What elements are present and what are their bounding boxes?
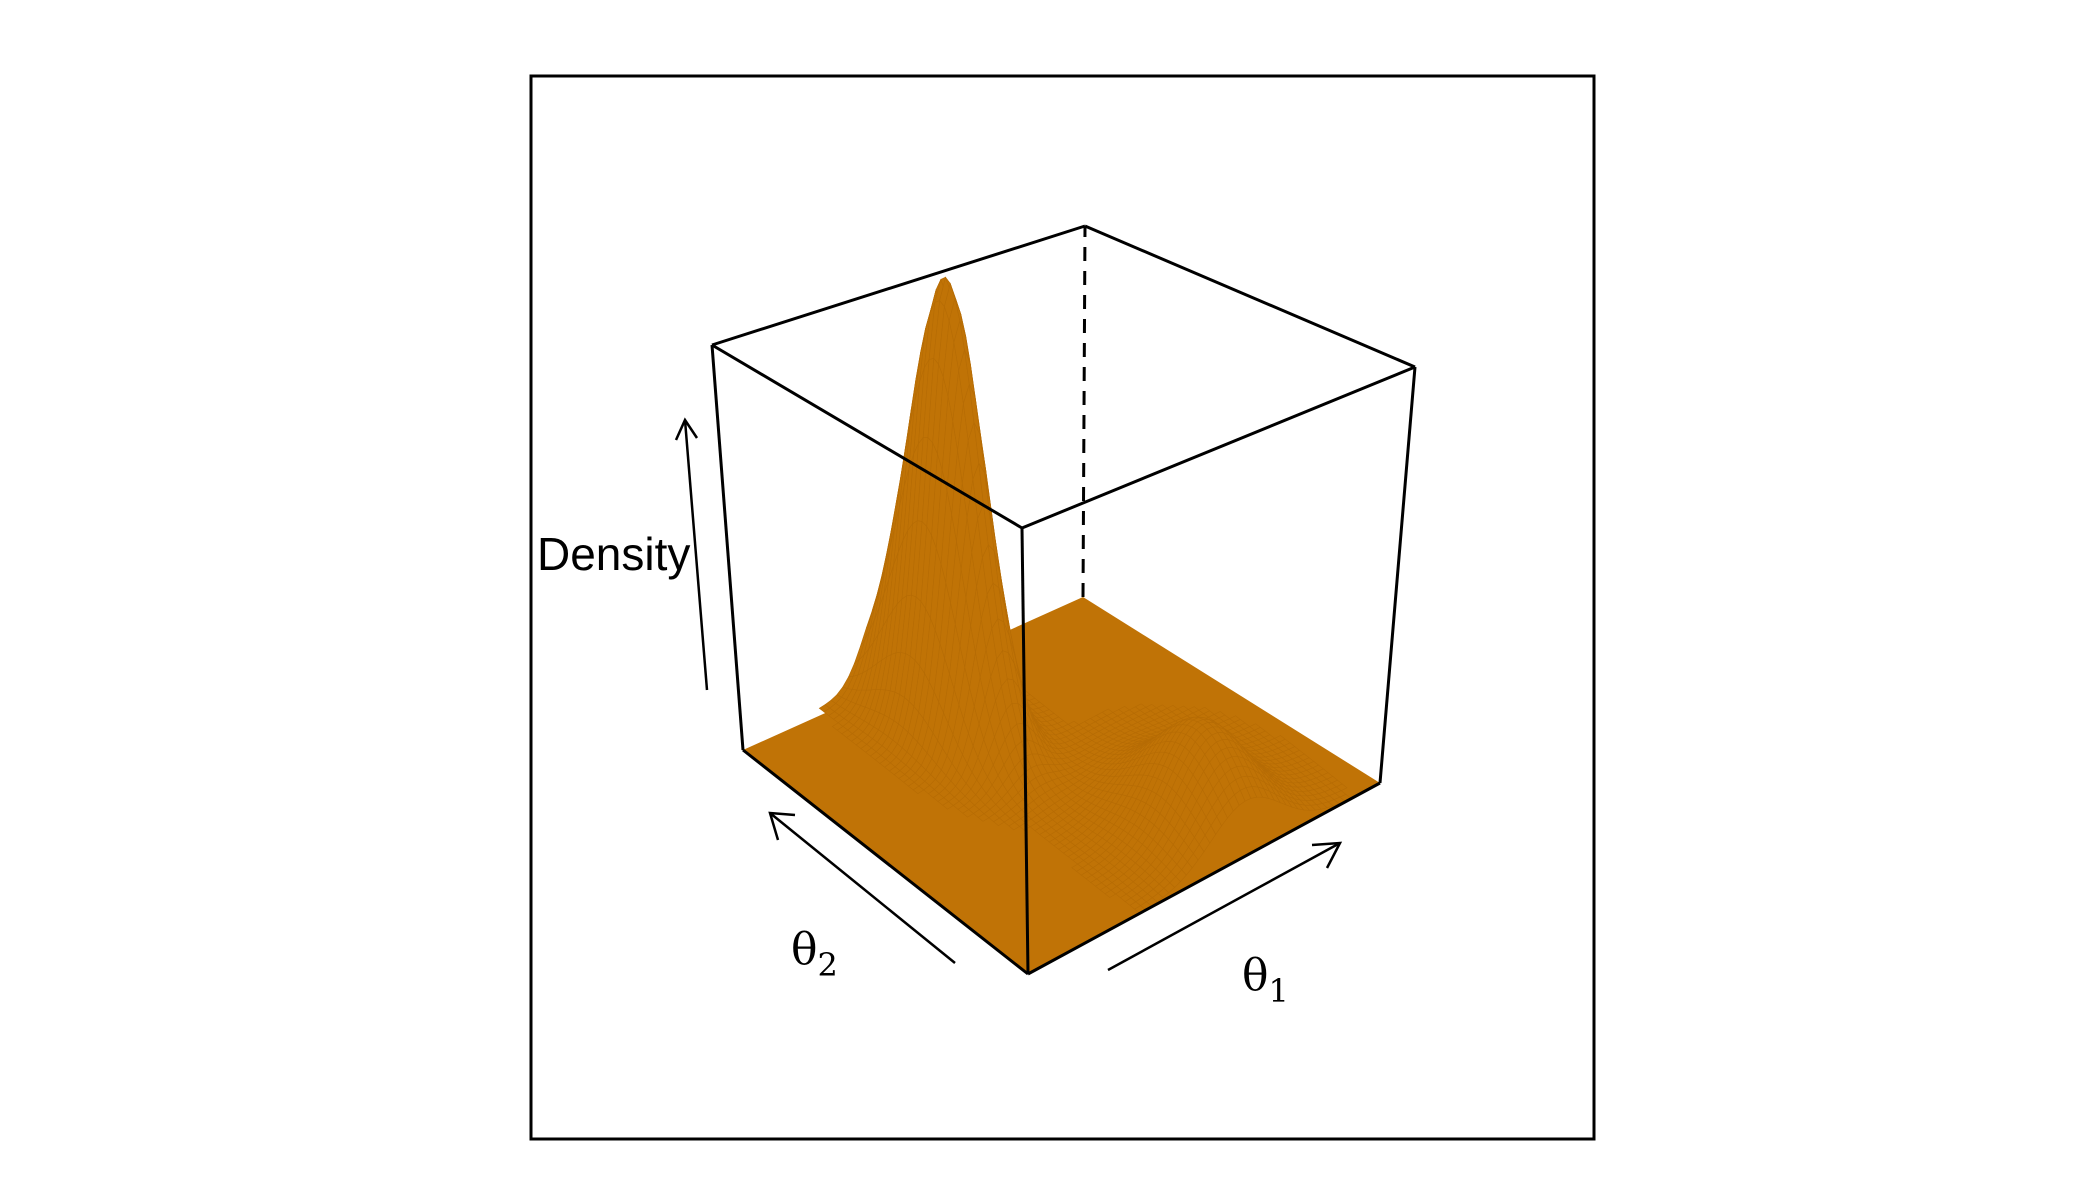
theta2-subscript: 2 [818, 946, 838, 984]
theta2-axis-label: θ2 [791, 924, 838, 984]
theta1-subscript: 1 [1269, 972, 1289, 1010]
box-back-edges [1081, 225, 1087, 598]
theta2-arrowhead-icon [768, 811, 796, 841]
theta1-axis-arrow [1107, 841, 1341, 972]
surface-facet [1335, 783, 1348, 791]
theta1-symbol: θ [1242, 950, 1269, 1001]
density-arrowhead-icon [674, 417, 699, 441]
box-front-edges [710, 224, 1417, 976]
density-surface [743, 276, 1380, 974]
density-axis-arrow [683, 419, 709, 691]
box-edge-front-vertical [1020, 527, 1030, 975]
theta1-arrowhead-icon [1311, 841, 1343, 869]
box-edge-top-front-right [1021, 365, 1416, 530]
theta2-symbol: θ [791, 924, 818, 975]
plot-frame [529, 74, 1596, 1141]
box-edge-top-back-left [711, 224, 1086, 347]
box-edge-top-front-left [711, 343, 1023, 530]
box-edge-front-left [742, 748, 1029, 976]
box-edge-front-right [1027, 781, 1381, 976]
density-axis-label: Density [537, 528, 690, 580]
box-edge-top-back-right [1084, 224, 1416, 369]
axis-arrows [674, 417, 1343, 972]
theta2-axis-arrow [769, 812, 956, 964]
box-edge-right-vertical [1378, 366, 1417, 784]
box-back-vertical-edge [1081, 225, 1087, 598]
box-edge-left-vertical [710, 344, 745, 751]
theta1-axis-label: θ1 [1242, 950, 1289, 1010]
